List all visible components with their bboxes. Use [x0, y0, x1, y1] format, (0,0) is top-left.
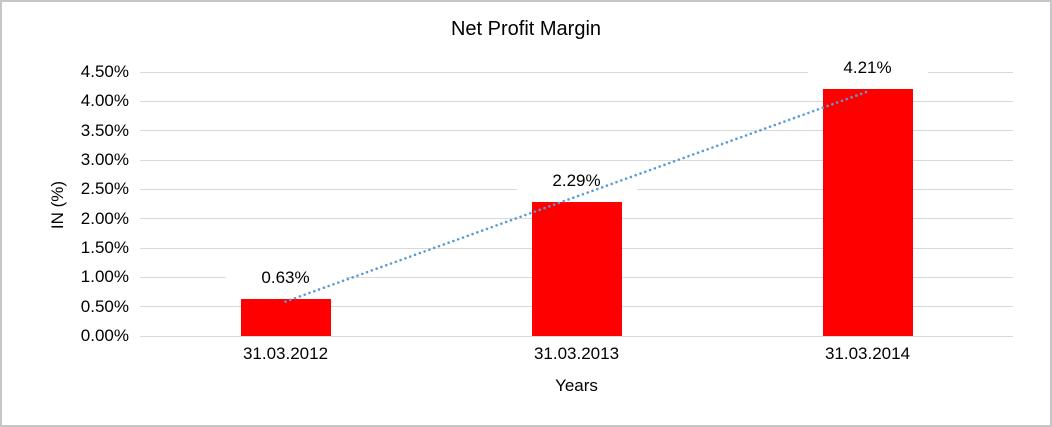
chart-title: Net Profit Margin — [450, 18, 602, 40]
x-axis-title: Years — [555, 376, 598, 395]
x-tick-label: 31.03.2013 — [533, 344, 620, 363]
y-tick-label: 1.00% — [80, 267, 129, 287]
y-tick-label: 1.50% — [80, 238, 129, 257]
bar-value-label: 2.29% — [516, 170, 637, 191]
y-tick-label: 2.50% — [80, 179, 129, 199]
bar-value-label: 0.63% — [225, 268, 346, 289]
x-tick-label: 31.03.2012 — [242, 344, 329, 363]
bar-value-label: 4.21% — [807, 58, 928, 78]
bar — [822, 89, 913, 336]
y-tick-label: 4.00% — [80, 91, 129, 111]
y-tick-label: 3.00% — [80, 150, 129, 169]
y-tick-label: 0.50% — [80, 296, 129, 316]
y-tick-label: 4.50% — [80, 62, 129, 81]
bar — [531, 201, 622, 336]
bar — [240, 299, 331, 336]
y-gridline — [140, 335, 1013, 337]
y-tick-label: 2.00% — [80, 208, 129, 228]
x-tick-label: 31.03.2014 — [824, 344, 911, 363]
y-tick-label: 3.50% — [80, 120, 129, 140]
y-tick-label: 0.00% — [80, 326, 129, 345]
y-gridline — [140, 71, 1013, 73]
